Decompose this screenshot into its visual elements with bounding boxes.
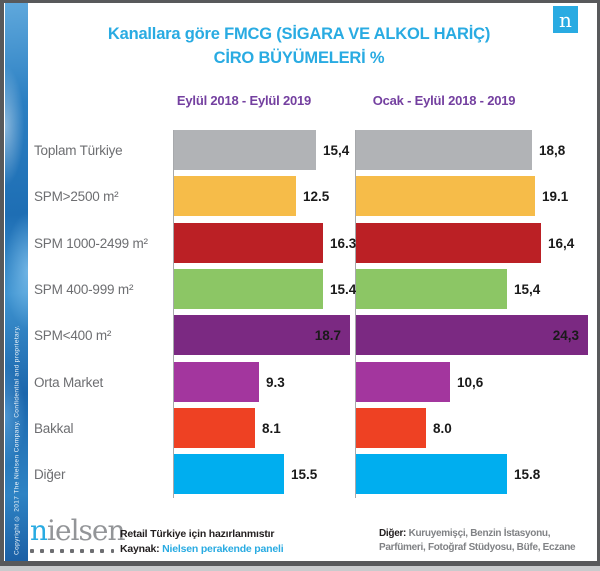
copyright-text: Copyright © 2017 The Nielsen Company. Co… [13,325,20,555]
bar-left-4 [174,315,350,355]
chart-title-line2: CİRO BÜYÜMELERİ % [213,49,385,67]
logo-dot [110,549,114,553]
logo-dot [90,549,94,553]
value-label-left-7: 15.5 [291,466,318,482]
value-label-left-4: 18.7 [314,327,341,343]
source-label: Kaynak: [120,543,160,555]
nielsen-logo: nielsen [30,514,126,553]
category-label: Diğer [34,466,66,482]
bar-right-4 [356,315,588,355]
chart-title: Kanallara göre FMCG (SİGARA VE ALKOL HAR… [30,22,568,70]
sidebar-graphic: Copyright © 2017 The Nielsen Company. Co… [5,3,28,561]
value-label-right-0: 18,8 [539,142,566,158]
bar-right-2 [356,223,541,263]
bar-left-5 [174,362,259,402]
nielsen-n-logo: n [553,6,578,33]
source-line: Kaynak: Nielsen perakende paneli [120,542,284,557]
category-label: SPM<400 m² [34,327,112,343]
nielsen-logo-dots [30,549,114,553]
logo-dot [50,549,54,553]
bar-right-6 [356,408,426,448]
value-label-left-2: 16.3 [330,235,357,251]
value-label-right-5: 10,6 [457,374,484,390]
prepared-for-text: Retail Türkiye için hazırlanmıstır [120,528,275,540]
bar-left-1 [174,176,296,216]
value-label-right-7: 15.8 [514,466,541,482]
category-label: SPM 400-999 m² [34,281,134,297]
footer-other-note: Diğer: Kuruyemişçi, Benzin İstasyonu, Pa… [379,527,584,555]
chart-title-line1: Kanallara göre FMCG (SİGARA VE ALKOL HAR… [107,25,491,43]
nielsen-n-letter: n [559,7,572,32]
bar-right-3 [356,269,507,309]
logo-dot [80,549,84,553]
page-bottom-strip [0,566,600,571]
category-label: Orta Market [34,374,104,390]
logo-dot [30,549,34,553]
category-label: SPM 1000-2499 m² [34,235,148,251]
logo-dot [60,549,64,553]
left-axis [173,130,174,498]
column-header-left: Eylül 2018 - Eylül 2019 [176,93,312,108]
bar-left-7 [174,454,284,494]
source-value: Nielsen perakende paneli [162,543,284,555]
value-label-left-5: 9.3 [266,374,285,390]
other-label: Diğer: [379,528,407,539]
value-label-right-6: 8.0 [433,420,452,436]
nielsen-wordmark: nielsen [30,514,126,547]
logo-dot [70,549,74,553]
value-label-right-3: 15,4 [514,281,541,297]
value-label-right-4: 24,3 [552,327,579,343]
column-header-right: Ocak - Eylül 2018 - 2019 [372,93,516,108]
category-label: Toplam Türkiye [34,142,123,158]
value-label-left-6: 8.1 [262,420,281,436]
value-label-left-0: 15,4 [323,142,350,158]
bar-left-6 [174,408,255,448]
category-label: Bakkal [34,420,74,436]
bar-right-7 [356,454,507,494]
category-label: SPM>2500 m² [34,188,119,204]
logo-dot [40,549,44,553]
value-label-right-2: 16,4 [548,235,575,251]
bar-right-5 [356,362,450,402]
value-label-right-1: 19.1 [542,188,569,204]
other-line1: Kuruyemişçi, Benzin İstasyonu, [408,528,551,539]
bar-right-1 [356,176,535,216]
right-axis [355,130,356,498]
value-label-left-3: 15.4 [330,281,357,297]
logo-dot [100,549,104,553]
other-line2: Parfümeri, Fotoğraf Stüdyosu, Büfe, Ecza… [379,542,576,553]
bar-left-2 [174,223,323,263]
bar-left-3 [174,269,323,309]
value-label-left-1: 12.5 [303,188,330,204]
nielsen-wordmark-first-letter: n [30,514,48,547]
bar-right-0 [356,130,532,170]
bar-left-0 [174,130,316,170]
footer-source-block: Retail Türkiye için hazırlanmıstır Kayna… [120,527,284,557]
